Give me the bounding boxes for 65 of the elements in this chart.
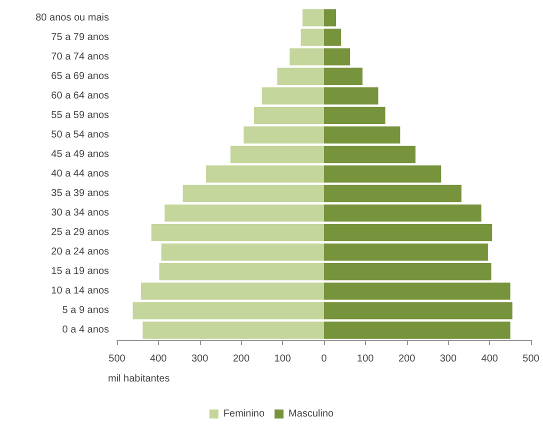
bar (324, 68, 362, 85)
bar (324, 263, 492, 280)
y-tick-label: 75 a 79 anos (51, 32, 109, 43)
y-tick-label: 40 a 44 anos (51, 168, 109, 180)
bar (324, 106, 386, 124)
bar (324, 244, 488, 261)
bar (324, 9, 336, 26)
bar (324, 184, 462, 202)
x-tick-label: 0 (321, 354, 328, 364)
y-tick-label: 50 a 54 anos (51, 129, 109, 140)
y-tick-label: 20 a 24 anos (51, 246, 109, 258)
bar (206, 165, 324, 183)
bar (324, 322, 510, 339)
bar (244, 126, 324, 144)
bar (324, 165, 442, 183)
x-tick-label: 400 (481, 354, 498, 364)
bar (141, 282, 324, 300)
x-tick-label: 300 (440, 354, 457, 364)
bar (159, 263, 324, 280)
bar (302, 9, 324, 26)
y-tick-label: 25 a 29 anos (51, 227, 109, 238)
bar (324, 87, 378, 104)
y-tick-label: 10 a 14 anos (51, 286, 109, 297)
bar (161, 244, 324, 261)
x-tick-label: 200 (232, 354, 250, 364)
x-tick-label: 200 (398, 354, 416, 364)
legend-label: Feminino (223, 408, 265, 420)
bar (262, 87, 324, 104)
bar (290, 48, 324, 66)
x-tick-label: 300 (191, 354, 209, 364)
bar (132, 302, 324, 320)
y-tick-label: 35 a 39 anos (51, 188, 109, 200)
x-tick-label: 500 (522, 354, 540, 364)
bar (324, 204, 482, 222)
bar (277, 68, 324, 85)
bar (324, 126, 400, 144)
bar (230, 146, 324, 164)
y-tick-label: 60 a 64 anos (51, 90, 109, 102)
y-tick-label: 0 a 4 anos (62, 324, 109, 336)
bar (324, 224, 492, 242)
bar (182, 184, 324, 202)
x-tick-label: 100 (274, 354, 292, 364)
y-tick-label: 30 a 34 anos (51, 208, 109, 219)
bar (142, 322, 324, 339)
bar (324, 302, 512, 320)
x-tick-label: 400 (150, 354, 168, 364)
bar (324, 282, 510, 300)
y-tick-label: 45 a 49 anos (51, 148, 109, 160)
bar (324, 146, 416, 164)
x-tick-label: 100 (357, 354, 374, 364)
y-tick-label: 65 a 69 anos (51, 70, 109, 82)
bar (254, 106, 324, 124)
y-tick-label: 80 anos ou mais (36, 12, 109, 24)
bar (300, 28, 324, 46)
y-tick-label: 70 a 74 anos (51, 51, 109, 62)
x-tick-label: 500 (108, 354, 126, 364)
x-axis-title: mil habitantes (108, 374, 170, 384)
bar (151, 224, 324, 242)
bar (324, 48, 350, 66)
legend-label: Masculino (288, 408, 334, 420)
bar (324, 28, 341, 46)
y-tick-label: 5 a 9 anos (62, 305, 109, 316)
y-tick-label: 55 a 59 anos (51, 110, 109, 121)
bar (164, 204, 324, 222)
y-tick-label: 15 a 19 anos (51, 266, 109, 278)
